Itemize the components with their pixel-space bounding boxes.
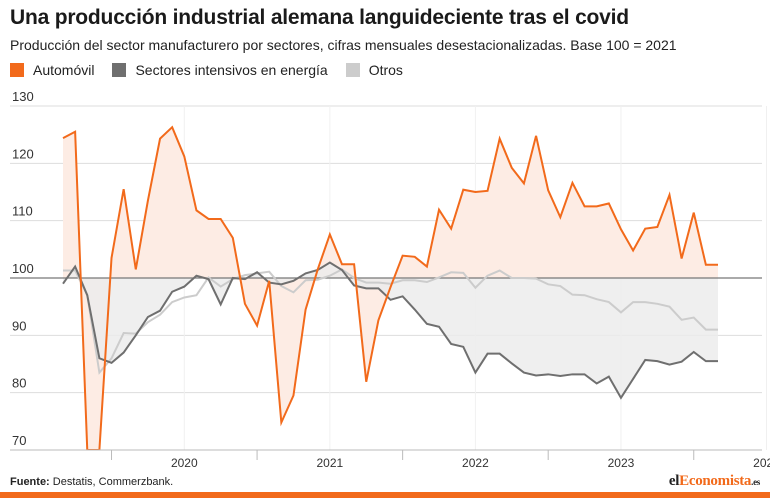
legend-swatch-automovil <box>10 63 24 77</box>
y-tick-label-120: 120 <box>12 146 34 161</box>
logo-part-1: el <box>668 473 680 489</box>
y-tick-label-100: 100 <box>12 261 34 276</box>
series-line-energia <box>62 261 718 400</box>
legend-item-otros: Otros <box>345 62 403 78</box>
area-energia <box>63 262 718 398</box>
chart-title: Una producción industrial alemana langui… <box>10 6 629 29</box>
series-line-otros <box>63 268 718 375</box>
logo-part-2: Economista <box>679 473 752 489</box>
legend-label-energia: Sectores intensivos en energía <box>135 62 328 78</box>
source-note: Fuente: Destatis, Commerzbank. <box>10 476 173 488</box>
series-line-automovil <box>62 125 718 450</box>
x-tick-label-2022: 2022 <box>462 456 489 470</box>
x-tick-label-2021: 2021 <box>317 456 344 470</box>
chart-subtitle: Producción del sector manufacturero por … <box>10 37 677 53</box>
logo-part-3: .es <box>751 477 760 487</box>
footer-rule <box>0 492 770 498</box>
y-tick-label-80: 80 <box>12 376 26 391</box>
legend-item-energia: Sectores intensivos en energía <box>112 62 328 78</box>
x-tick-label-2024: 2024 <box>753 456 770 470</box>
legend-label-otros: Otros <box>368 62 403 78</box>
source-text: Destatis, Commerzbank. <box>52 476 174 488</box>
legend-swatch-otros <box>345 63 360 77</box>
brand-logo: elEconomista.es <box>669 473 760 490</box>
legend-label-automovil: Automóvil <box>33 62 95 78</box>
legend-swatch-energia <box>112 63 127 77</box>
legend: Automóvil Sectores intensivos en energía… <box>10 62 421 78</box>
y-tick-label-130: 130 <box>12 89 34 104</box>
x-tick-label-2020: 2020 <box>171 456 198 470</box>
legend-item-automovil: Automóvil <box>10 62 94 78</box>
y-tick-label-90: 90 <box>12 318 26 333</box>
source-prefix: Fuente: <box>10 476 50 488</box>
y-tick-label-110: 110 <box>12 204 33 219</box>
x-tick-label-2023: 2023 <box>608 456 635 470</box>
area-automovil <box>63 127 718 451</box>
y-tick-label-70: 70 <box>12 433 26 448</box>
